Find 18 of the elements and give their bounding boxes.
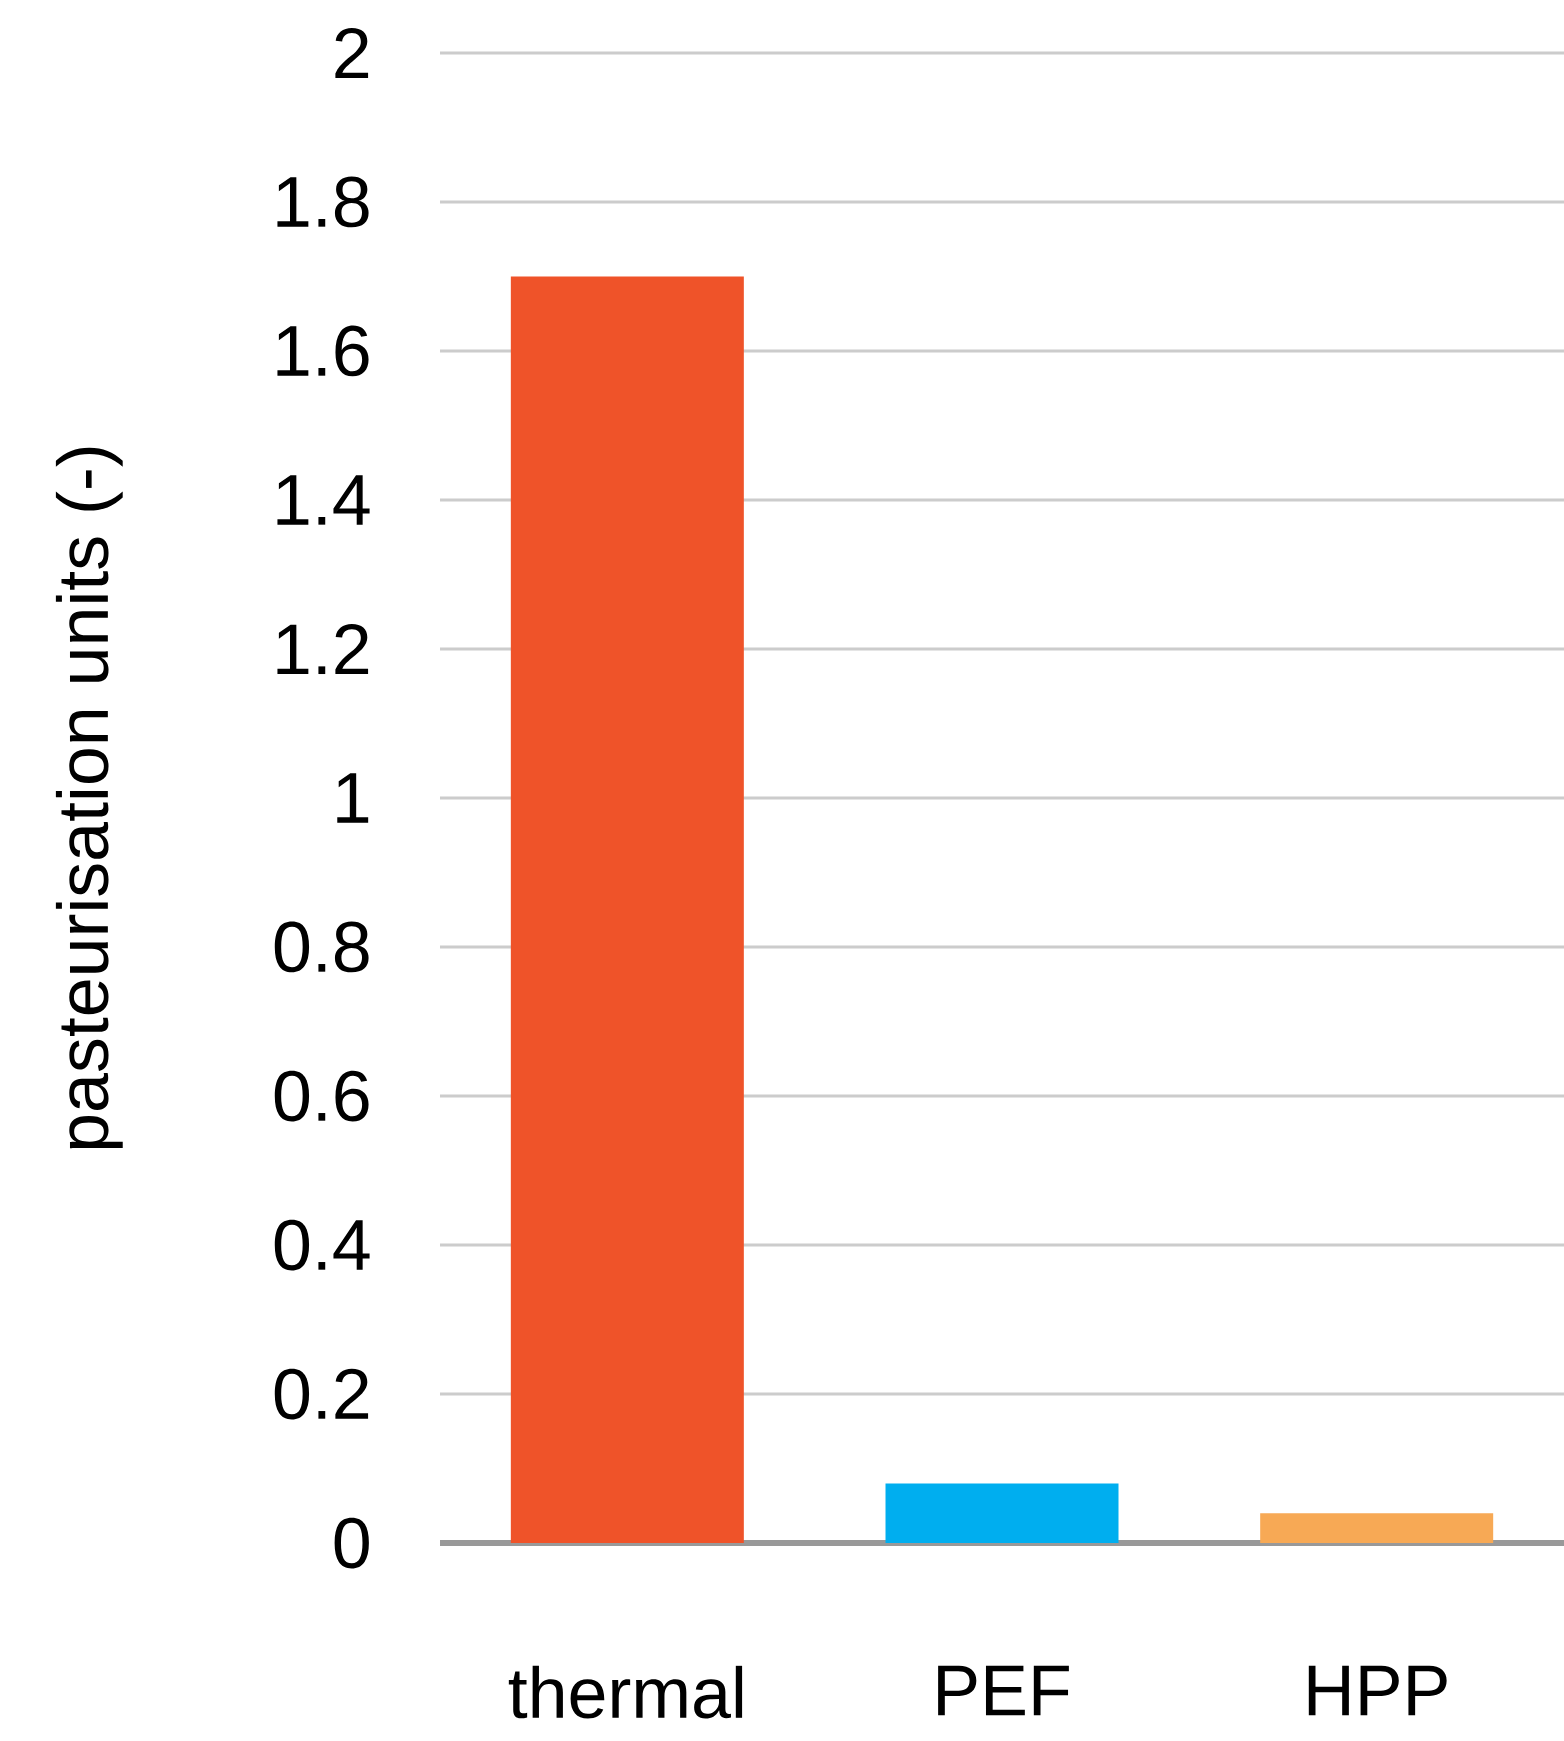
y-tick-label: 0.4 [274,1219,370,1271]
bar [510,276,744,1543]
y-tick-label: 0.2 [274,1368,369,1420]
y-tick-label: 1.4 [277,475,370,525]
y-tick-label: 1.2 [277,623,369,675]
x-tick-label: HPP [1308,1665,1447,1716]
x-tick-label: PEF [938,1665,1069,1716]
y-tick-label: 1 [337,773,369,823]
y-axis-title: pasteurisation units (-) [55,447,123,1149]
y-tick-label: 0.8 [274,921,369,973]
x-tick-label: thermal [508,1665,743,1719]
y-tick-label: 0.6 [274,1070,369,1122]
y-tick-label: 1.6 [277,325,369,377]
bar [885,1483,1119,1543]
y-tick-label: 0 [334,1517,369,1569]
y-tick-label: 1.8 [277,176,369,228]
bar [1260,1513,1494,1543]
y-tick-label: 2 [335,27,369,79]
